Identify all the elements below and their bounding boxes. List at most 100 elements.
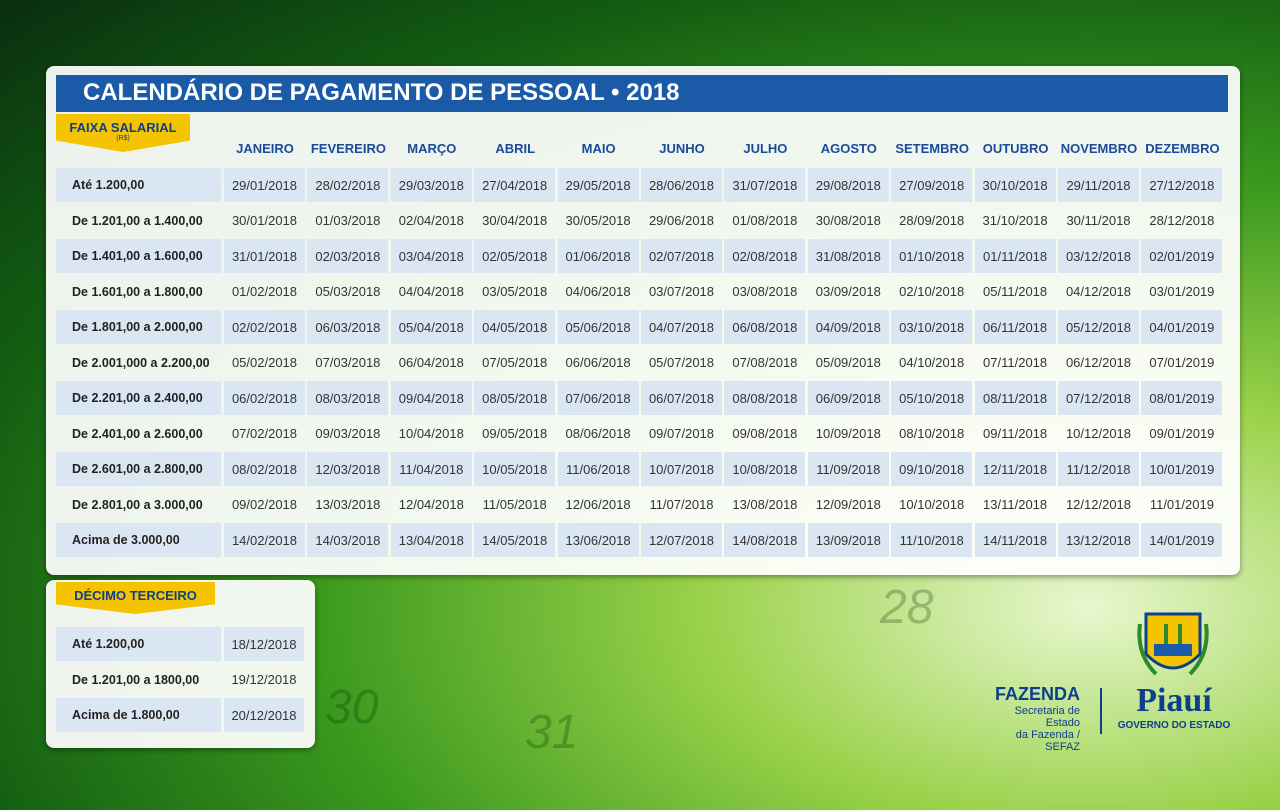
date-cell: 10/12/2018 — [1065, 426, 1132, 441]
date-cell: 28/12/2018 — [1149, 213, 1215, 228]
state-logo: Piauí GOVERNO DO ESTADO — [1114, 682, 1234, 731]
date-cell: 05/02/2018 — [231, 355, 298, 370]
date-cell: 05/11/2018 — [983, 284, 1048, 299]
date-cell: 08/05/2018 — [474, 381, 556, 415]
date-cell: 11/04/2018 — [390, 452, 472, 486]
date-cell: 14/03/2018 — [307, 523, 389, 557]
date-cell: 09/11/2018 — [983, 426, 1048, 441]
month-header: FEVEREIRO — [310, 141, 386, 156]
date-cell: 27/04/2018 — [474, 168, 556, 202]
date-cell: 30/05/2018 — [565, 213, 631, 228]
date-cell: 29/08/2018 — [807, 168, 889, 202]
month-header: ABRIL — [495, 141, 536, 156]
date-cell: 12/07/2018 — [641, 523, 722, 557]
date-cell: 31/07/2018 — [724, 168, 806, 202]
date-cell: 06/07/2018 — [641, 381, 722, 415]
date-cell: 06/03/2018 — [307, 310, 389, 344]
date-cell: 05/06/2018 — [557, 310, 639, 344]
range-unit: (R$) — [116, 135, 130, 142]
date-cell: 09/07/2018 — [648, 426, 715, 441]
range-cell: Até 1.200,00 — [56, 168, 221, 202]
month-header: SETEMBRO — [895, 141, 970, 156]
date-cell: 19/12/2018 — [231, 672, 297, 687]
range-cell: De 1.601,00 a 1.800,00 — [72, 284, 203, 299]
date-cell: 04/07/2018 — [641, 310, 722, 344]
date-cell: 18/12/2018 — [224, 627, 304, 661]
month-header: MARÇO — [407, 141, 457, 156]
date-cell: 04/10/2018 — [899, 355, 965, 370]
date-cell: 01/06/2018 — [557, 239, 639, 273]
date-cell: 10/07/2018 — [641, 452, 722, 486]
date-cell: 12/06/2018 — [565, 497, 631, 512]
date-cell: 13/06/2018 — [557, 523, 639, 557]
date-cell: 12/09/2018 — [815, 497, 881, 512]
date-cell: 01/03/2018 — [315, 213, 381, 228]
date-cell: 09/03/2018 — [315, 426, 381, 441]
date-cell: 12/03/2018 — [307, 452, 389, 486]
date-cell: 04/04/2018 — [398, 284, 464, 299]
date-cell: 05/09/2018 — [815, 355, 881, 370]
date-cell: 12/04/2018 — [398, 497, 464, 512]
date-cell: 30/11/2018 — [1066, 213, 1131, 228]
month-header: JULHO — [743, 141, 788, 156]
date-cell: 10/04/2018 — [398, 426, 464, 441]
date-cell: 10/08/2018 — [724, 452, 806, 486]
date-cell: 11/10/2018 — [891, 523, 973, 557]
range-cell: De 1.201,00 a 1.400,00 — [72, 213, 203, 228]
date-cell: 11/06/2018 — [557, 452, 639, 486]
date-cell: 11/09/2018 — [807, 452, 889, 486]
date-cell: 14/05/2018 — [474, 523, 556, 557]
date-cell: 31/01/2018 — [224, 239, 305, 273]
range-cell: Até 1.200,00 — [56, 627, 221, 661]
date-cell: 03/01/2019 — [1149, 284, 1215, 299]
date-cell: 08/01/2019 — [1141, 381, 1223, 415]
date-cell: 03/04/2018 — [390, 239, 472, 273]
date-cell: 03/07/2018 — [648, 284, 715, 299]
date-cell: 03/12/2018 — [1058, 239, 1139, 273]
date-cell: 02/01/2019 — [1141, 239, 1223, 273]
date-cell: 05/12/2018 — [1058, 310, 1139, 344]
date-cell: 05/07/2018 — [648, 355, 715, 370]
range-cell: De 2.401,00 a 2.600,00 — [72, 426, 203, 441]
agency-name: FAZENDA — [995, 684, 1080, 704]
date-cell: 09/05/2018 — [482, 426, 548, 441]
range-cell: De 2.601,00 a 2.800,00 — [56, 452, 221, 486]
date-cell: 29/11/2018 — [1058, 168, 1139, 202]
date-cell: 08/02/2018 — [224, 452, 305, 486]
date-cell: 13/08/2018 — [732, 497, 798, 512]
date-cell: 08/06/2018 — [565, 426, 631, 441]
month-header: JANEIRO — [236, 141, 294, 156]
date-cell: 04/06/2018 — [565, 284, 631, 299]
bg-number: 31 — [525, 706, 579, 759]
date-cell: 07/08/2018 — [732, 355, 798, 370]
date-cell: 02/08/2018 — [724, 239, 806, 273]
date-cell: 29/01/2018 — [224, 168, 305, 202]
date-cell: 02/03/2018 — [307, 239, 389, 273]
date-cell: 05/10/2018 — [891, 381, 973, 415]
date-cell: 28/02/2018 — [307, 168, 389, 202]
date-cell: 30/08/2018 — [815, 213, 881, 228]
month-header: MAIO — [581, 141, 616, 156]
date-cell: 13/11/2018 — [983, 497, 1048, 512]
date-cell: 12/12/2018 — [1065, 497, 1132, 512]
date-cell: 30/10/2018 — [974, 168, 1056, 202]
agency-line: da Fazenda / SEFAZ — [1015, 729, 1080, 753]
date-cell: 07/02/2018 — [231, 426, 298, 441]
range-cell: De 1.401,00 a 1.600,00 — [56, 239, 221, 273]
date-cell: 04/12/2018 — [1065, 284, 1132, 299]
date-cell: 29/06/2018 — [648, 213, 715, 228]
date-cell: 03/08/2018 — [732, 284, 798, 299]
date-cell: 06/04/2018 — [398, 355, 464, 370]
date-cell: 10/01/2019 — [1141, 452, 1223, 486]
government: GOVERNO DO ESTADO — [1117, 720, 1231, 731]
date-cell: 06/09/2018 — [807, 381, 889, 415]
date-cell: 14/11/2018 — [974, 523, 1056, 557]
date-cell: 08/11/2018 — [974, 381, 1056, 415]
month-header: OUTUBRO — [982, 141, 1049, 156]
date-cell: 07/01/2019 — [1149, 355, 1215, 370]
date-cell: 01/11/2018 — [974, 239, 1056, 273]
date-cell: 07/11/2018 — [983, 355, 1048, 370]
date-cell: 10/09/2018 — [815, 426, 881, 441]
date-cell: 07/12/2018 — [1058, 381, 1139, 415]
bg-number: 28 — [880, 581, 934, 634]
